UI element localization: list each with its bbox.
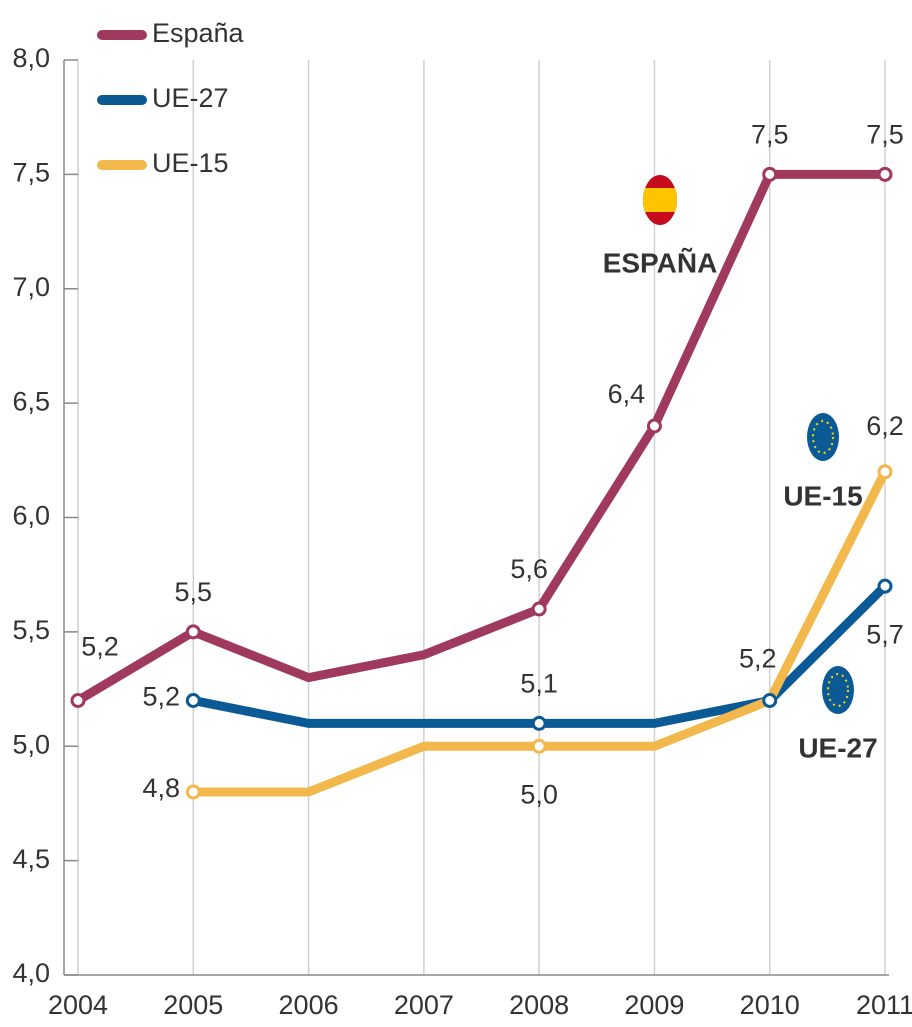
data-label: 5,6 xyxy=(510,554,548,584)
series-line xyxy=(73,169,890,705)
data-label: 7,5 xyxy=(751,120,789,150)
y-tick-label: 6,5 xyxy=(12,386,50,416)
point-marker xyxy=(531,715,547,731)
data-label: 6,4 xyxy=(608,379,646,409)
y-tick-label: 8,0 xyxy=(12,43,50,73)
x-tick-label: 2006 xyxy=(279,990,339,1020)
annotation: UE-27 xyxy=(798,732,877,763)
data-label: 5,2 xyxy=(739,644,777,674)
legend-label: UE-15 xyxy=(152,148,229,178)
legend-label: UE-27 xyxy=(152,83,229,113)
y-tick-label: 7,0 xyxy=(12,272,50,302)
y-tick-label: 4,5 xyxy=(12,844,50,874)
point-marker xyxy=(185,693,201,708)
point-marker xyxy=(877,578,893,594)
point-marker xyxy=(877,464,893,480)
point-marker xyxy=(185,624,201,640)
x-tick-label: 2004 xyxy=(48,990,108,1020)
annotation: UE-15 xyxy=(783,480,862,511)
point-marker xyxy=(646,418,662,434)
point-marker xyxy=(531,738,547,754)
x-tick-label: 2007 xyxy=(394,990,454,1020)
point-marker xyxy=(877,166,893,182)
point-marker xyxy=(531,601,547,617)
x-tick-label: 2005 xyxy=(163,990,223,1020)
legend-label: España xyxy=(152,18,245,48)
point-marker xyxy=(762,693,778,708)
x-tick-label: 2009 xyxy=(624,990,684,1020)
data-label: 5,2 xyxy=(81,632,119,662)
data-label: 6,2 xyxy=(866,411,904,441)
data-label: 5,5 xyxy=(175,577,213,607)
data-label: 5,0 xyxy=(520,779,558,809)
spain-flag xyxy=(643,175,677,225)
x-tick-label: 2010 xyxy=(740,990,800,1020)
data-label: 5,7 xyxy=(866,619,904,649)
data-label: 7,5 xyxy=(866,120,904,150)
y-tick-label: 7,5 xyxy=(12,158,50,188)
point-marker xyxy=(70,693,86,708)
x-tick-label: 2008 xyxy=(509,990,569,1020)
y-tick-label: 4,0 xyxy=(12,958,50,988)
x-tick-label: 2011 xyxy=(856,990,912,1020)
data-label: 4,8 xyxy=(143,773,181,803)
data-label: 5,2 xyxy=(143,682,181,712)
annotation: ESPAÑA xyxy=(603,247,718,278)
eu-flag xyxy=(807,413,839,461)
point-marker xyxy=(185,784,201,800)
data-label: 5,1 xyxy=(520,669,558,699)
y-tick-label: 5,5 xyxy=(12,615,50,645)
point-marker xyxy=(762,166,778,182)
y-tick-label: 5,0 xyxy=(12,729,50,759)
y-tick-label: 6,0 xyxy=(12,501,50,531)
eu-flag xyxy=(822,666,854,714)
